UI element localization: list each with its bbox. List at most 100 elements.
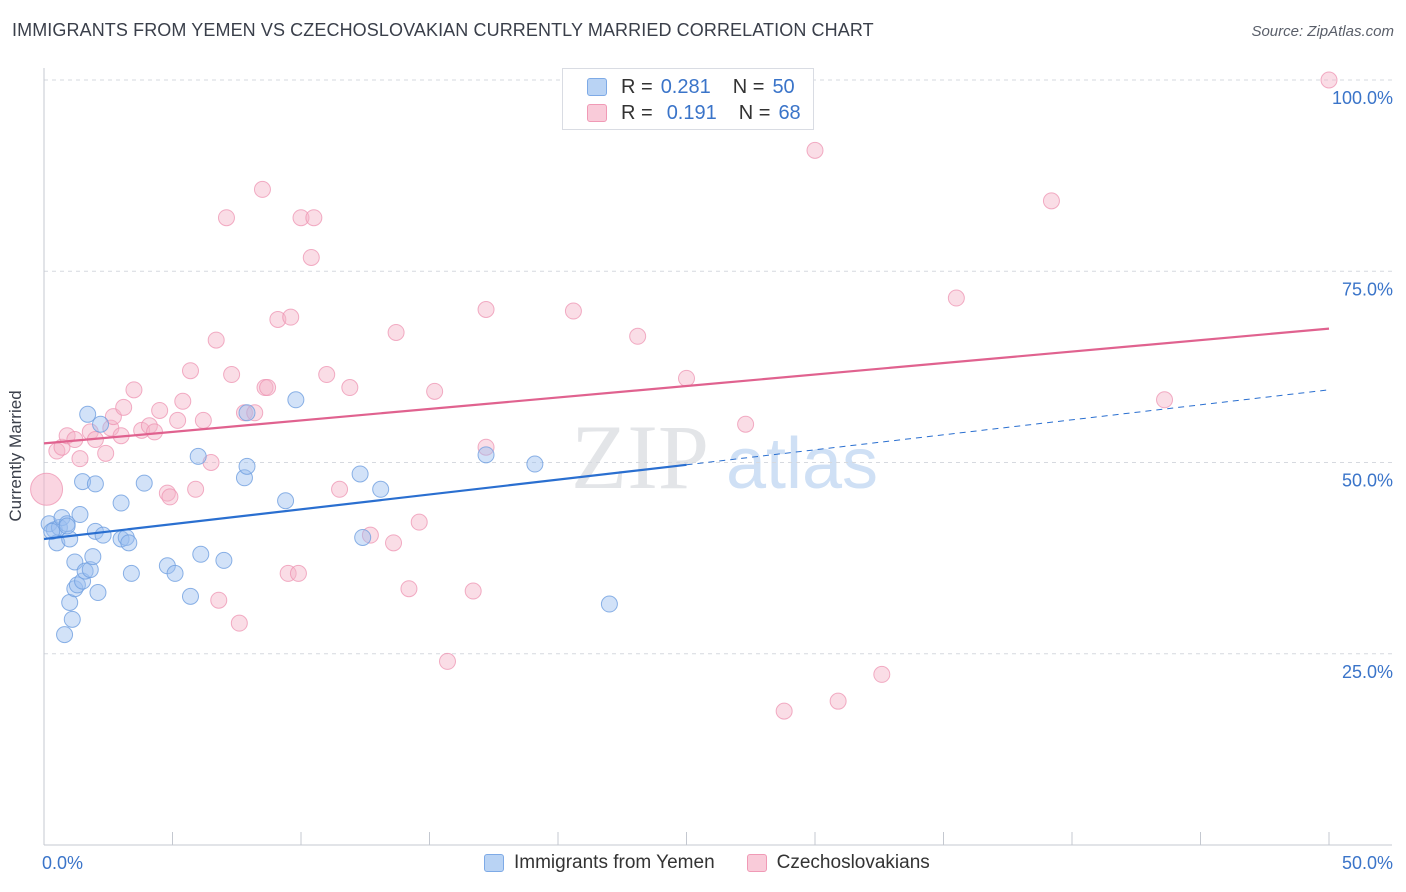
data-point-yemen xyxy=(79,405,97,423)
data-point-czech xyxy=(341,379,359,397)
data-point-czech xyxy=(207,331,225,349)
data-point-czech xyxy=(125,381,143,399)
legend-n-label: N = xyxy=(732,75,765,98)
data-point-czech xyxy=(71,450,89,468)
data-point-czech xyxy=(873,665,891,683)
data-point-czech xyxy=(292,209,310,227)
data-point-czech xyxy=(410,513,428,531)
czech-points xyxy=(30,71,1338,720)
legend-swatch-yemen xyxy=(587,78,607,96)
data-point-czech xyxy=(282,308,300,326)
trend-lines xyxy=(43,327,1330,541)
data-point-czech xyxy=(1156,391,1174,409)
data-point-czech xyxy=(464,582,482,600)
data-point-yemen xyxy=(120,534,138,552)
x-tick-label: 0.0% xyxy=(42,853,83,873)
y-tick-label: 25.0% xyxy=(1342,662,1393,682)
data-point-yemen xyxy=(43,522,61,540)
data-point-czech xyxy=(169,411,187,429)
trend-line-yemen-extension xyxy=(686,389,1330,466)
legend-item-yemen: Immigrants from Yemen xyxy=(484,852,715,874)
data-point-czech xyxy=(269,310,287,328)
legend-label-yemen: Immigrants from Yemen xyxy=(514,852,715,873)
watermark: ZIP atlas xyxy=(571,406,878,508)
data-point-czech xyxy=(289,564,307,582)
data-point-czech xyxy=(174,392,192,410)
data-point-yemen xyxy=(372,480,390,498)
data-point-czech xyxy=(305,209,323,227)
data-point-czech xyxy=(58,427,76,445)
data-point-yemen xyxy=(56,626,74,644)
data-point-czech xyxy=(1320,71,1338,89)
data-point-yemen xyxy=(58,517,76,535)
data-point-czech xyxy=(775,702,793,720)
data-point-czech xyxy=(223,366,241,384)
trend-line-czech xyxy=(43,327,1330,445)
legend-r-value: 0.281 xyxy=(660,75,711,98)
data-point-yemen xyxy=(63,610,81,628)
data-point-yemen xyxy=(600,595,618,613)
data-point-yemen xyxy=(238,404,256,422)
watermark-zip: ZIP xyxy=(571,406,709,508)
data-point-yemen xyxy=(526,455,544,473)
data-point-czech xyxy=(210,591,228,609)
data-point-czech xyxy=(1042,192,1060,210)
data-point-yemen xyxy=(84,548,102,566)
data-point-yemen xyxy=(112,494,130,512)
data-point-czech xyxy=(678,369,695,387)
legend-n-value: 68 xyxy=(778,101,801,124)
legend-n-value: 50 xyxy=(772,75,795,98)
legend-swatch-czech xyxy=(746,854,767,872)
stats-legend: R = 0.281 N = 50 R = 0.191 N = 68 xyxy=(562,68,814,130)
data-point-yemen xyxy=(215,551,233,569)
legend-r-label: R = xyxy=(621,75,653,98)
y-tick-label: 50.0% xyxy=(1342,471,1393,491)
legend-label-czech: Czechoslovakians xyxy=(776,852,930,873)
data-point-czech xyxy=(161,488,179,506)
data-point-czech xyxy=(318,366,336,384)
tick-labels: 25.0% 50.0% 75.0% 100.0% 0.0% 50.0% xyxy=(42,88,1393,873)
chart-title: IMMIGRANTS FROM YEMEN VS CZECHOSLOVAKIAN… xyxy=(12,20,874,40)
data-point-czech xyxy=(737,415,755,433)
data-point-czech xyxy=(97,444,115,462)
data-point-czech xyxy=(279,564,297,582)
data-point-czech xyxy=(259,379,277,397)
watermark-atlas: atlas xyxy=(726,424,878,504)
data-point-yemen xyxy=(181,587,199,605)
data-point-czech xyxy=(30,472,64,506)
data-point-yemen xyxy=(135,474,153,492)
legend-n-label: N = xyxy=(738,101,771,124)
data-point-yemen xyxy=(94,526,112,544)
legend-swatch-czech xyxy=(587,104,607,122)
data-point-czech xyxy=(426,382,444,400)
data-point-czech xyxy=(217,209,235,227)
data-point-czech xyxy=(477,301,495,318)
source-credit: Source: ZipAtlas.com xyxy=(1251,23,1394,40)
data-point-czech xyxy=(146,423,164,441)
data-point-czech xyxy=(230,614,248,632)
y-tick-label: 100.0% xyxy=(1332,88,1393,108)
legend-item-czech: Czechoslovakians xyxy=(746,852,930,874)
y-tick-label: 75.0% xyxy=(1342,279,1393,299)
x-tick-label: 50.0% xyxy=(1342,853,1393,873)
legend-r-value: 0.191 xyxy=(666,101,717,124)
data-point-yemen xyxy=(238,457,256,475)
series-legend: Immigrants from Yemen Czechoslovakians xyxy=(484,852,962,874)
data-point-yemen xyxy=(189,447,207,465)
data-point-czech xyxy=(115,398,133,416)
data-point-czech xyxy=(400,580,418,598)
legend-swatch-yemen xyxy=(484,854,504,872)
legend-row-yemen: R = 0.281 N = 50 xyxy=(587,75,795,99)
data-point-yemen xyxy=(354,528,372,546)
legend-r-label: R = xyxy=(621,101,653,124)
data-point-yemen xyxy=(74,473,92,491)
gridlines xyxy=(44,79,1392,655)
yemen-points xyxy=(40,391,618,644)
data-point-yemen xyxy=(287,391,305,409)
data-point-yemen xyxy=(81,561,99,579)
data-point-czech xyxy=(187,480,205,498)
data-point-czech xyxy=(181,362,199,380)
data-point-yemen xyxy=(86,475,104,493)
data-point-czech xyxy=(564,302,582,320)
